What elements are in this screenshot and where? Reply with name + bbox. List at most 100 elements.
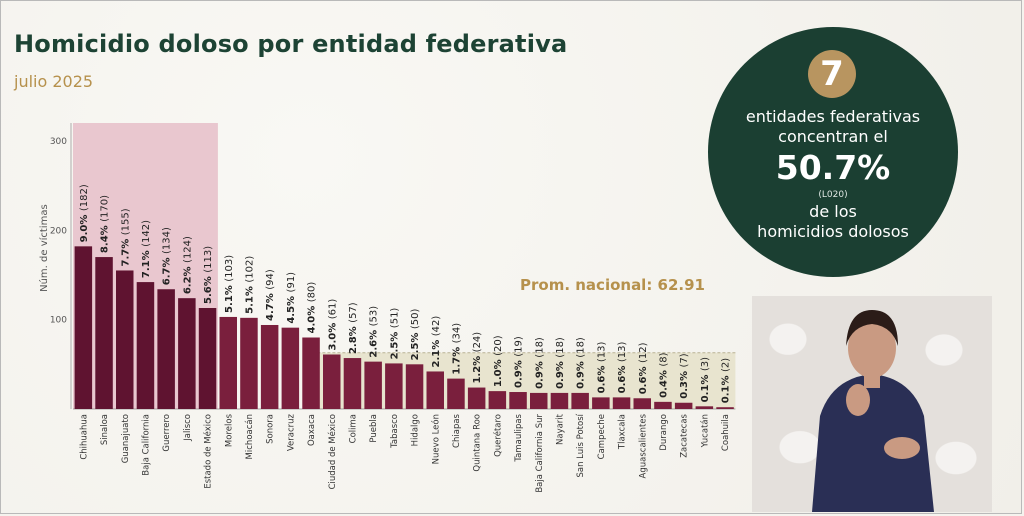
bar-data-label: 0.6% (12) <box>638 342 649 394</box>
x-category-label: Zacatecas <box>680 413 690 457</box>
sign-language-video <box>752 296 992 512</box>
average-label: Prom. nacional: 62.91 <box>520 276 705 294</box>
bar-percent-label: 0.9% <box>514 357 525 388</box>
bar-3 <box>136 282 155 409</box>
bar-percent-label: 4.7% <box>265 290 276 321</box>
bar-data-label: 4.7% (94) <box>265 269 276 321</box>
bar-20 <box>488 391 507 409</box>
bar-count-label: (12) <box>638 342 649 363</box>
summary-small-note: (L020) <box>818 190 848 200</box>
bar-19 <box>467 387 486 409</box>
x-category-label: Jalisco <box>183 414 193 442</box>
bar-count-label: (8) <box>658 352 669 366</box>
x-category-label: Estado de México <box>203 414 214 489</box>
bar-data-label: 2.1% (42) <box>431 316 442 368</box>
bar-data-label: 0.1% (3) <box>700 357 711 402</box>
bar-count-label: (13) <box>596 342 607 363</box>
bar-count-label: (134) <box>162 227 173 254</box>
y-tick-label: 200 <box>50 226 67 236</box>
bar-percent-label: 2.6% <box>369 326 380 357</box>
bar-data-label: 5.6% (113) <box>203 246 214 304</box>
bar-percent-label: 5.6% <box>203 273 214 304</box>
x-category-label: Quintana Roo <box>473 414 483 472</box>
bar-percent-label: 0.4% <box>658 367 669 398</box>
bar-data-label: 0.9% (19) <box>514 336 525 388</box>
bar-data-label: 0.9% (18) <box>576 337 587 389</box>
page-title: Homicidio doloso por entidad federativa <box>14 30 568 58</box>
bar-data-label: 0.6% (13) <box>596 342 607 394</box>
bar-24 <box>571 392 589 409</box>
summary-text-line4: homicidios dolosos <box>757 222 909 241</box>
x-category-label: Durango <box>659 414 669 451</box>
bar-data-label: 1.7% (34) <box>451 323 462 375</box>
bar-percent-label: 0.1% <box>700 371 711 402</box>
x-category-label: Yucatán <box>700 414 710 448</box>
bar-percent-label: 0.6% <box>617 362 628 393</box>
bar-percent-label: 1.7% <box>451 343 462 374</box>
bar-count-label: (50) <box>410 308 421 329</box>
bar-23 <box>550 392 569 409</box>
x-category-label: Nuevo León <box>430 414 441 464</box>
bar-count-label: (94) <box>265 269 276 290</box>
x-category-label: Tlaxcala <box>618 414 628 450</box>
bar-percent-label: 0.6% <box>638 363 649 394</box>
bar-16 <box>405 364 424 409</box>
x-category-label: Ciudad de México <box>327 414 338 489</box>
bar-1 <box>95 257 113 409</box>
bar-data-label: 2.5% (50) <box>410 308 421 360</box>
bar-data-label: 9.0% (182) <box>79 184 90 242</box>
bar-data-label: 0.9% (18) <box>555 337 566 389</box>
bar-25 <box>592 397 610 409</box>
bar-count-label: (18) <box>534 337 545 358</box>
bar-data-label: 0.3% (7) <box>679 353 690 398</box>
x-category-label: Chihuahua <box>79 414 89 460</box>
x-category-label: Colima <box>348 414 358 443</box>
bar-7 <box>219 316 237 409</box>
bar-4 <box>157 289 175 409</box>
bar-31 <box>716 407 734 409</box>
bar-27 <box>633 398 651 409</box>
x-category-label: Tabasco <box>390 414 400 449</box>
summary-text-line3: de los <box>809 202 857 221</box>
bar-percent-label: 0.9% <box>555 358 566 389</box>
x-category-label: Oaxaca <box>307 414 317 446</box>
x-category-label: Nayarit <box>555 413 565 445</box>
bar-count-label: (80) <box>307 282 318 303</box>
bar-percent-label: 1.0% <box>493 356 504 387</box>
bar-data-label: 2.6% (53) <box>369 306 380 358</box>
bar-data-label: 4.0% (80) <box>307 282 318 334</box>
bar-data-label: 0.6% (13) <box>617 342 628 394</box>
x-category-label: Guerrero <box>162 414 172 452</box>
bar-percent-label: 7.7% <box>120 235 131 266</box>
bar-percent-label: 0.3% <box>679 368 690 399</box>
bar-count-label: (155) <box>120 208 131 235</box>
bar-data-label: 8.4% (170) <box>100 195 111 253</box>
bar-data-label: 6.2% (124) <box>182 236 193 294</box>
summary-text-line2: concentran el <box>778 127 888 146</box>
bar-percent-label: 5.1% <box>224 282 235 313</box>
page-subtitle: julio 2025 <box>14 72 94 91</box>
bar-percent-label: 1.2% <box>472 352 483 383</box>
interpreter-figure <box>812 310 934 512</box>
summary-count-badge: 7 <box>808 50 856 98</box>
bar-percent-label: 2.8% <box>348 323 359 354</box>
bar-15 <box>385 363 403 409</box>
x-category-label: Puebla <box>369 414 379 443</box>
x-category-label: Hidalgo <box>411 414 421 446</box>
bar-12 <box>323 354 341 409</box>
bar-data-label: 1.2% (24) <box>472 332 483 384</box>
bar-count-label: (170) <box>100 195 111 222</box>
bar-9 <box>260 324 279 409</box>
bar-percent-label: 2.5% <box>389 328 400 359</box>
x-category-label: Guanajuato <box>121 414 131 463</box>
x-category-label: Veracruz <box>286 413 296 451</box>
bar-percent-label: 0.1% <box>721 372 732 403</box>
bar-data-label: 5.1% (102) <box>244 256 255 314</box>
bar-data-label: 2.5% (51) <box>389 308 400 360</box>
bar-percent-label: 6.7% <box>162 254 173 285</box>
bar-count-label: (24) <box>472 332 483 353</box>
bar-data-label: 0.4% (8) <box>658 352 669 397</box>
bar-data-label: 0.1% (2) <box>721 358 732 403</box>
bar-count-label: (13) <box>617 342 628 363</box>
bar-13 <box>343 358 362 409</box>
